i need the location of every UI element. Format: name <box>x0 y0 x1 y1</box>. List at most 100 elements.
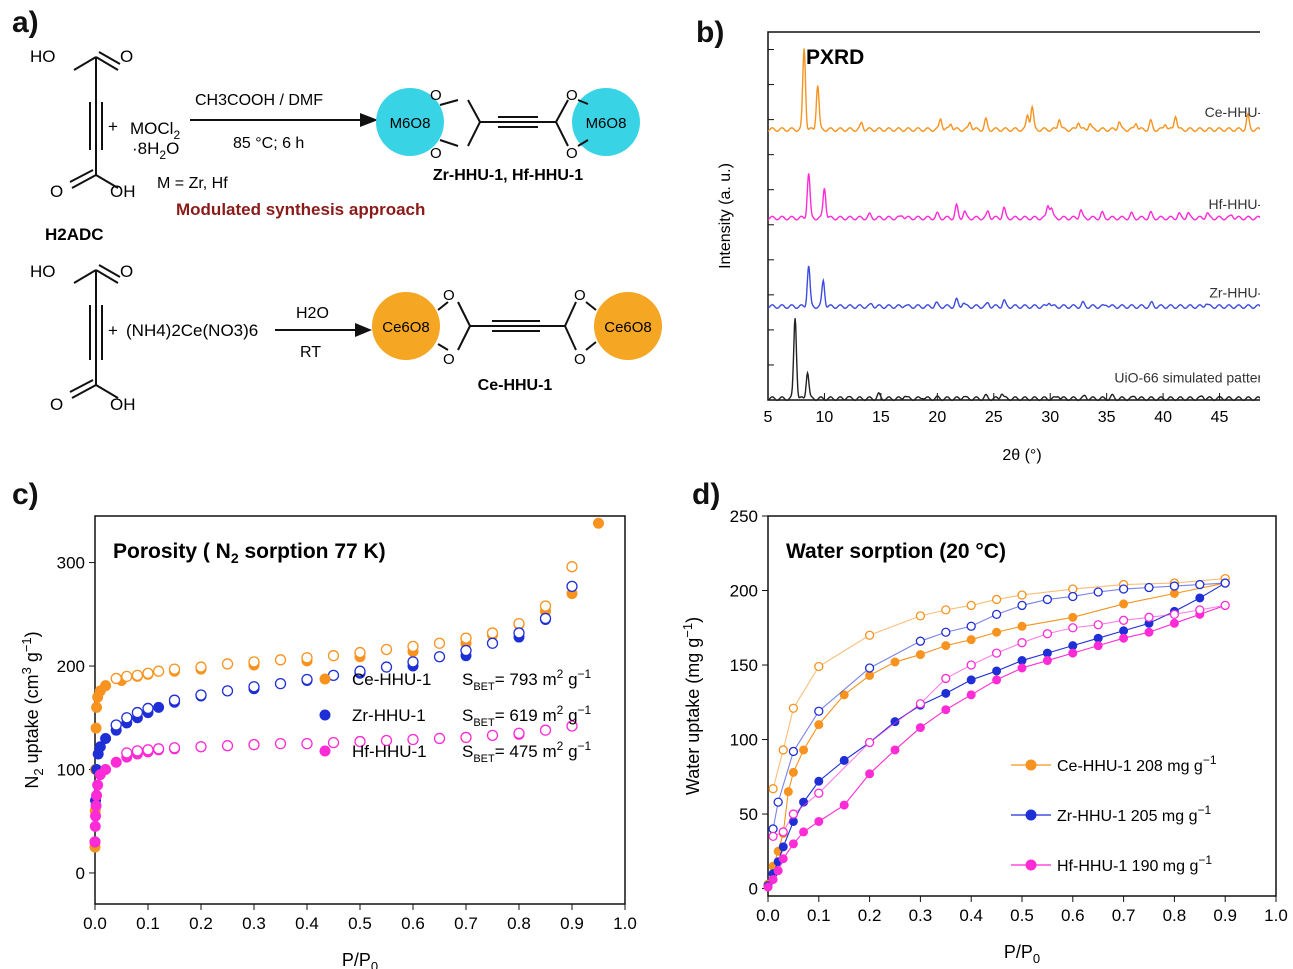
desorption-point <box>486 637 499 649</box>
desorption-point <box>1017 600 1027 611</box>
desorption-point <box>915 611 926 621</box>
adsorption-point <box>788 839 798 849</box>
y-tick-label: 50 <box>739 805 758 824</box>
acid-oh-bottom: OH <box>110 182 136 201</box>
desorption-point <box>814 661 824 672</box>
y-tick-label: 0 <box>76 864 85 883</box>
desorption-point <box>301 673 313 686</box>
adsorption-line <box>767 604 1226 888</box>
y-axis-label: N2 uptake (cm3 g−1) <box>19 631 46 788</box>
approach-label: Modulated synthesis approach <box>176 200 425 219</box>
adsorption-point <box>153 701 165 713</box>
adsorption-point <box>799 745 809 755</box>
x-tick-label: 0.0 <box>756 906 780 925</box>
desorption-point <box>1220 600 1230 611</box>
adsorption-point <box>89 820 101 832</box>
adsorption-point <box>865 670 875 680</box>
desorption-point <box>460 731 472 744</box>
x-tick-label: 40 <box>1154 409 1172 426</box>
x-tick-label: 1.0 <box>1264 906 1288 925</box>
adsorption-point <box>90 800 102 812</box>
legend-sbet: SBET= 619 m2 g−1 <box>462 703 592 729</box>
adsorption-point <box>94 741 106 753</box>
x-tick-label: 0.6 <box>1061 906 1085 925</box>
linker-bridge-1 <box>439 99 589 147</box>
chart-title: Water sorption (20 °C) <box>786 540 1006 563</box>
desorption-point <box>274 677 287 690</box>
desorption-point <box>168 694 181 706</box>
linker-bridge-2 <box>437 301 597 351</box>
desorption-point <box>788 703 799 713</box>
y-tick-label: 100 <box>57 760 85 779</box>
desorption-point <box>486 729 499 741</box>
y-axis-label: Intensity (a. u.) <box>717 163 734 269</box>
desorption-point <box>248 656 260 668</box>
acid-o-bottom: O <box>50 182 63 201</box>
adsorption-point <box>890 717 900 727</box>
desorption-point <box>327 650 340 662</box>
adsorption-point <box>941 641 951 651</box>
x-tick-label: 0.7 <box>454 914 478 933</box>
x-tick-label: 0.1 <box>136 914 160 933</box>
x-tick-label: 0.9 <box>1213 906 1237 925</box>
adsorption-point <box>768 875 778 885</box>
panel-label-c: c) <box>12 478 39 511</box>
x-tick-label: 0.6 <box>401 914 425 933</box>
adsorption-point <box>1119 599 1129 609</box>
adsorption-point <box>91 789 103 801</box>
desorption-point <box>195 689 207 701</box>
n2-sorption-chart: 0.0 0.1 0.2 0.3 0.4 0.5 0.6 0.7 0.8 0.9 1.0 0 100 200… <box>19 515 637 969</box>
adsorption-point <box>992 675 1002 685</box>
pattern-line <box>767 48 1260 133</box>
adsorption-point <box>799 797 809 807</box>
x-tick-label: 35 <box>1098 409 1116 426</box>
x-tick-label: 0.0 <box>83 914 107 933</box>
desorption-point <box>152 665 165 677</box>
desorption-point <box>1042 594 1053 605</box>
desorption-point <box>773 797 783 807</box>
y-axis-label: Water uptake (mg g−1) <box>680 617 703 795</box>
desorption-point <box>1144 612 1154 622</box>
adsorption-point <box>941 705 951 715</box>
desorption-point <box>1195 605 1205 615</box>
condition-solvent: CH3COOH / DMF <box>195 92 323 109</box>
desorption-point <box>1017 590 1027 600</box>
linker-structure-top <box>69 51 121 189</box>
desorption-point <box>142 667 154 679</box>
desorption-point <box>778 745 788 755</box>
metal-definition: M = Zr, Hf <box>157 175 228 192</box>
adsorption-point <box>839 800 849 810</box>
series-label: Zr-HHU-1 <box>1209 284 1260 300</box>
cluster-label-right: M6O8 <box>586 115 627 132</box>
linker-name: H2ADC <box>45 225 104 244</box>
x-tick-label: 30 <box>1041 409 1059 426</box>
desorption-point <box>433 637 446 649</box>
adsorption-point <box>1017 656 1027 666</box>
desorption-point <box>121 670 133 683</box>
desorption-point <box>301 652 313 664</box>
adsorption-point <box>799 827 809 837</box>
desorption-point <box>941 673 951 684</box>
desorption-point <box>168 742 181 754</box>
desorption-point <box>131 706 144 719</box>
oxygen-label: O <box>566 145 578 162</box>
x-tick-label: 25 <box>985 409 1003 426</box>
desorption-point <box>966 660 976 670</box>
desorption-point <box>433 651 446 663</box>
x-tick-label: 0.2 <box>858 906 882 925</box>
oxygen-label: O <box>430 145 442 162</box>
desorption-point <box>788 746 799 757</box>
adsorption-point <box>839 690 849 700</box>
desorption-point <box>991 648 1002 658</box>
pattern-line <box>767 318 1260 402</box>
x-tick-label: 0.3 <box>242 914 266 933</box>
y-tick-label: 0 <box>749 880 758 899</box>
x-tick-label: 1.0 <box>613 914 637 933</box>
reagent-hydrate: ·8H2O <box>132 139 179 162</box>
desorption-point <box>768 831 778 842</box>
desorption-point <box>460 632 472 644</box>
adsorption-point <box>992 666 1002 676</box>
desorption-point <box>248 681 260 693</box>
desorption-point <box>941 605 951 615</box>
x-tick-label: 0.4 <box>295 914 319 933</box>
